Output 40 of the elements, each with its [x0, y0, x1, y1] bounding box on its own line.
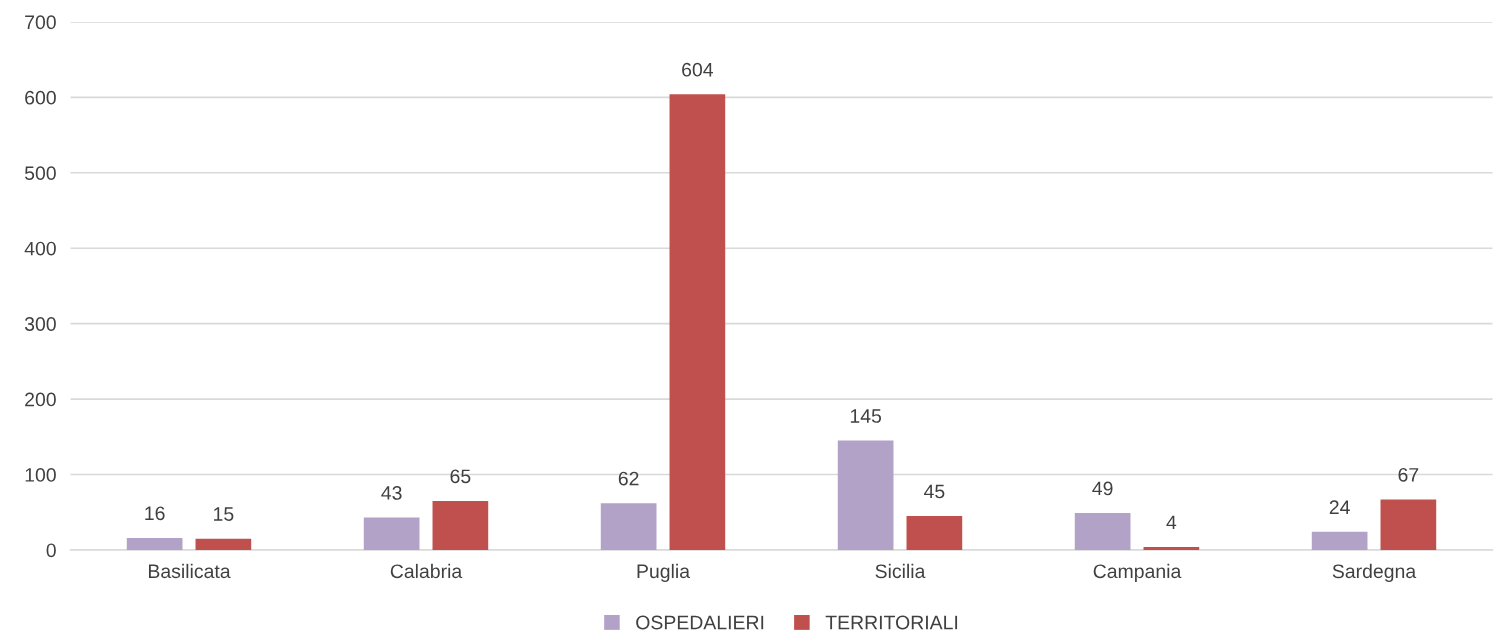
bar	[906, 516, 963, 550]
x-tick-label: Sardegna	[1332, 563, 1417, 582]
x-tick-label: Campania	[1093, 563, 1182, 582]
bar	[837, 440, 894, 550]
y-tick-label: 600	[25, 90, 56, 105]
data-label: 16	[145, 506, 165, 521]
bar	[432, 500, 489, 550]
y-tick-label: 200	[25, 392, 56, 407]
data-label: 45	[924, 484, 945, 499]
data-label: 65	[450, 469, 471, 484]
y-tick-label: 700	[25, 15, 56, 30]
y-tick-label: 400	[24, 241, 56, 256]
y-tick-label: 500	[24, 166, 56, 181]
data-label: 62	[618, 471, 639, 486]
data-label: 604	[682, 62, 714, 77]
bar	[1074, 513, 1131, 550]
data-label: 24	[1329, 500, 1350, 514]
data-label: 43	[381, 486, 402, 500]
bar	[1380, 499, 1437, 550]
legend-label: OSPEDALIERI	[636, 615, 764, 630]
bar	[126, 537, 183, 550]
legend-label: TERRITORIALI	[825, 615, 958, 630]
x-tick-label: Sicilia	[875, 563, 926, 579]
bar	[1311, 531, 1368, 550]
bar	[195, 538, 252, 550]
x-tick-label: Calabria	[390, 563, 463, 579]
bar	[1143, 546, 1200, 550]
y-tick-label: 0	[46, 543, 56, 558]
x-tick-label: Puglia	[637, 563, 691, 582]
data-label: 145	[850, 409, 882, 423]
y-tick-label: 100	[25, 468, 56, 482]
bar	[600, 503, 657, 550]
bar	[669, 94, 726, 550]
bar	[363, 517, 420, 550]
data-label: 67	[1398, 467, 1419, 482]
data-label: 4	[1166, 515, 1177, 530]
y-tick-label: 300	[24, 317, 56, 331]
data-label: 49	[1092, 481, 1113, 496]
x-tick-label: Basilicata	[148, 563, 231, 579]
data-label: 15	[214, 507, 234, 521]
